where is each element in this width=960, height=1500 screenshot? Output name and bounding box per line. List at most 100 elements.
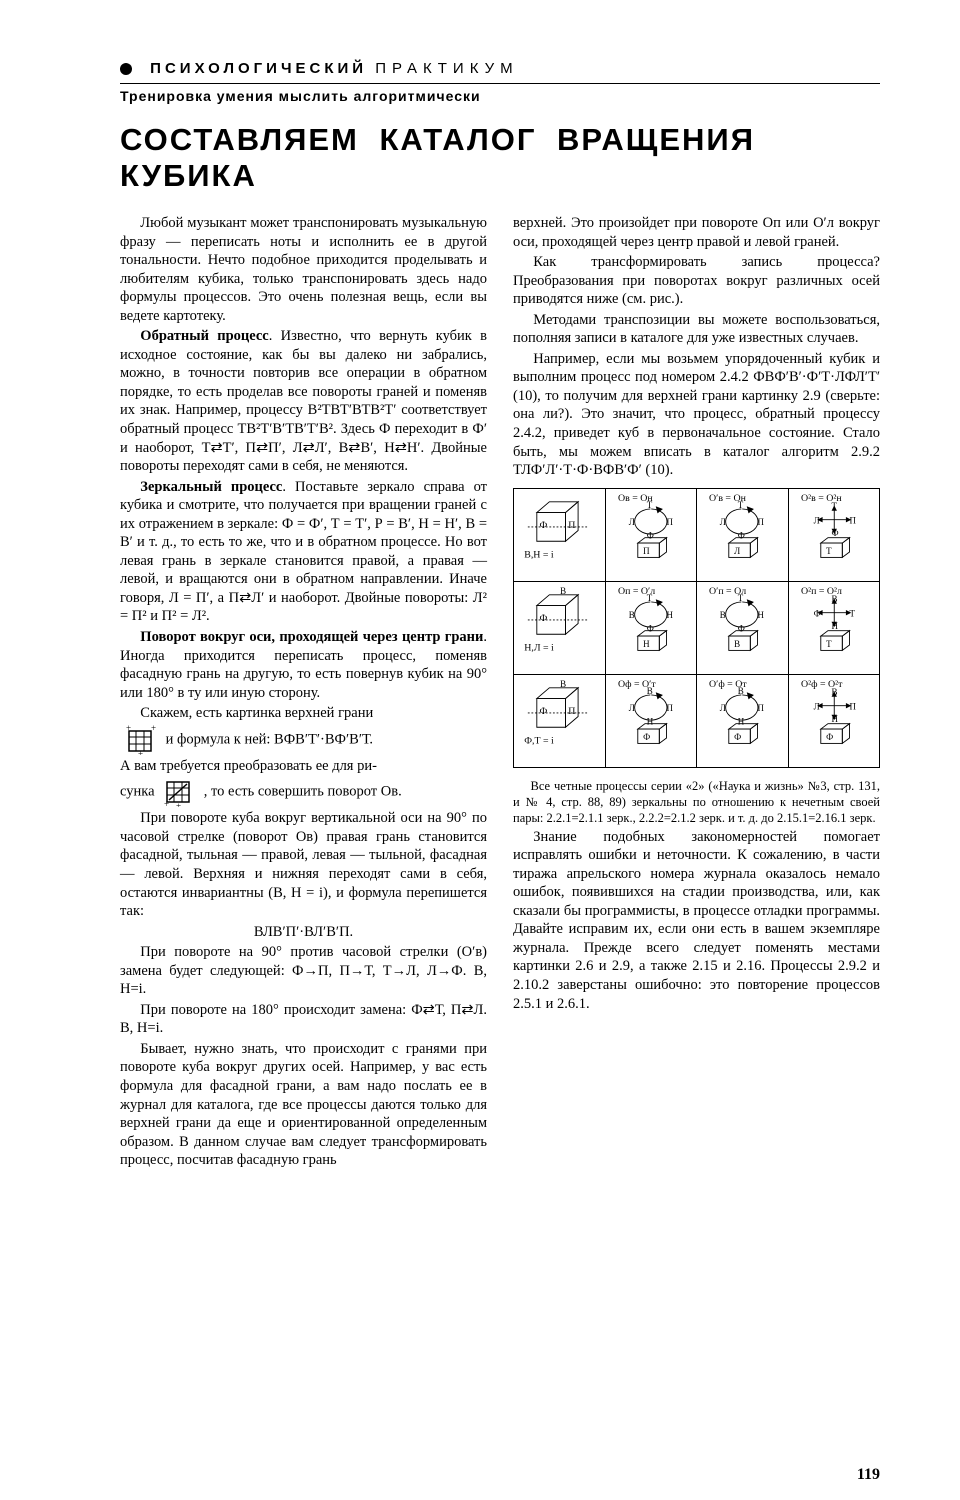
svg-text:П: П: [666, 703, 673, 713]
para: Бывает, нужно знать, что происходит с гр…: [120, 1040, 487, 1170]
svg-text:Ф: Ф: [738, 530, 745, 540]
page-number: 119: [857, 1466, 880, 1484]
svg-text:+: +: [126, 725, 131, 733]
para: Любой музыкант может транспонировать муз…: [120, 214, 487, 325]
kicker-bold: ПСИХОЛОГИЧЕСКИЙ: [150, 60, 367, 77]
rotation-cell-cycle: Оф = О′т В Л П Н Ф: [605, 674, 697, 767]
rotation-cell-cycle: О′в = Он Т Л П Ф Л: [697, 488, 789, 581]
rotation-cell-cross: О²в = О²н Т Л П Ф Т: [788, 488, 880, 581]
svg-text:Н: Н: [643, 638, 650, 648]
svg-text:Л: Л: [734, 545, 740, 555]
rotation-cell-cube: В Ф Н,Л = і: [514, 581, 606, 674]
para: верхней. Это произойдет при повороте Оп …: [513, 214, 880, 251]
page: ПСИХОЛОГИЧЕСКИЙ ПРАКТИКУМ Тренировка уме…: [0, 0, 960, 1500]
subheader: Тренировка умения мыслить алгоритмически: [120, 88, 880, 104]
cube-top-icon: +++: [124, 725, 158, 755]
svg-text:П: П: [758, 703, 765, 713]
svg-text:П: П: [643, 545, 650, 555]
rotation-cell-cycle: Оп = О′л Т В Н Ф Н: [605, 581, 697, 674]
para: Все четные процессы серии «2» («Наука и …: [513, 778, 880, 826]
bullet-icon: [120, 63, 132, 75]
kicker-light: ПРАКТИКУМ: [375, 60, 518, 77]
svg-text:П: П: [758, 517, 765, 527]
svg-text:Т: Т: [826, 545, 832, 555]
rotation-cell-cube: В Ф П Ф,Т = і: [514, 674, 606, 767]
svg-text:Л: Л: [720, 703, 726, 713]
svg-text:Ф: Ф: [646, 530, 653, 540]
svg-text:Н: Н: [666, 610, 673, 620]
para: При повороте на 180° происходит замена: …: [120, 1001, 487, 1038]
rotation-cell-cycle: Ов = Он Т Л П Ф П: [605, 488, 697, 581]
para: Поворот вокруг оси, проходящей через цен…: [120, 628, 487, 702]
para-inline-figure: +++ и формула к ней: ВФВ′Т′·ВФ′В′Т.: [120, 725, 487, 755]
svg-text:Ф: Ф: [643, 731, 650, 741]
para: А вам требуется преобразовать ее для ри-: [120, 757, 487, 776]
svg-text:В: В: [738, 686, 744, 696]
svg-text:Т: Т: [646, 593, 652, 603]
svg-text:В: В: [560, 679, 566, 689]
para: При повороте на 90° против часовой стрел…: [120, 943, 487, 999]
section-header: ПСИХОЛОГИЧЕСКИЙ ПРАКТИКУМ: [120, 60, 880, 77]
para: Например, если мы возьмем упорядоченный …: [513, 350, 880, 480]
divider: [120, 83, 880, 84]
rotation-cell-cross: О²п = О²л В Ф Т Н Т: [788, 581, 880, 674]
run: и формула к ней: ВФВ′Т′·ВФ′В′Т.: [166, 731, 373, 747]
svg-text:П: П: [568, 705, 575, 716]
svg-text:Ф: Ф: [826, 731, 833, 741]
svg-text:Ф: Ф: [646, 623, 653, 633]
svg-text:Л: Л: [628, 517, 634, 527]
svg-text:Т: Т: [826, 638, 832, 648]
svg-text:Ф: Ф: [738, 623, 745, 633]
svg-text:+: +: [151, 725, 156, 733]
svg-text:+: +: [176, 801, 181, 807]
svg-text:П: П: [849, 515, 856, 525]
svg-text:Т: Т: [849, 608, 855, 618]
svg-text:Н: Н: [646, 716, 653, 726]
svg-text:Н,Л = і: Н,Л = і: [524, 642, 554, 653]
svg-text:В: В: [560, 586, 566, 596]
svg-text:+: +: [164, 799, 169, 807]
run: . Поставьте зеркало справа от кубика и с…: [120, 479, 487, 625]
svg-text:Т: Т: [738, 593, 744, 603]
svg-text:Ф: Ф: [540, 519, 548, 530]
svg-text:Т: Т: [646, 500, 652, 510]
svg-text:Ф: Ф: [540, 612, 548, 623]
svg-text:В: В: [720, 610, 726, 620]
svg-text:Л: Л: [628, 703, 634, 713]
rotation-table: Ф П В,Н = і Ов = Он Т Л П Ф П О′в = Он Т…: [513, 488, 880, 768]
run-bold: Зеркальный процесс: [140, 479, 282, 495]
rotation-cell-cube: Ф П В,Н = і: [514, 488, 606, 581]
para: Скажем, есть картинка верхней грани: [120, 704, 487, 723]
para: Зеркальный процесс. Поставьте зеркало сп…: [120, 478, 487, 626]
svg-text:Ф,Т = і: Ф,Т = і: [524, 735, 554, 746]
para-inline-figure: сунка ++ , то есть совершить поворот Ов.: [120, 777, 487, 807]
rotation-cell-cycle: О′ф = От В Л П Н Ф: [697, 674, 789, 767]
svg-text:П: П: [849, 701, 856, 711]
para: Знание подобных закономерностей помогает…: [513, 828, 880, 1013]
cube-top-icon: ++: [162, 777, 196, 807]
para: Обратный процесс. Известно, что вернуть …: [120, 327, 487, 475]
formula: ВЛВ′П′·ВЛ′В′П.: [120, 923, 487, 942]
svg-text:Ф: Ф: [540, 705, 548, 716]
run: . Известно, что вернуть кубик в исходное…: [120, 328, 487, 474]
svg-text:Ф: Ф: [734, 731, 741, 741]
svg-text:П: П: [666, 517, 673, 527]
rotation-cell-cross: О²ф = О²т В Л П Н Ф: [788, 674, 880, 767]
columns: Любой музыкант может транспонировать муз…: [120, 214, 880, 1172]
article-title: СОСТАВЛЯЕМ КАТАЛОГ ВРАЩЕНИЯ КУБИКА: [120, 122, 880, 194]
run-bold: Поворот вокруг оси, проходящей через цен…: [140, 629, 483, 645]
svg-text:В,Н = і: В,Н = і: [524, 549, 554, 560]
para: Как трансформировать запись процесса? Пр…: [513, 253, 880, 309]
para: Методами транспозиции вы можете воспольз…: [513, 311, 880, 348]
svg-text:Н: Н: [758, 610, 765, 620]
svg-text:В: В: [628, 610, 634, 620]
run: , то есть совершить поворот Ов.: [204, 784, 402, 800]
rotation-cell-cycle: О′п = Ол Т В Н Ф В: [697, 581, 789, 674]
column-right: верхней. Это произойдет при повороте Оп …: [513, 214, 880, 1172]
svg-text:П: П: [568, 519, 575, 530]
svg-text:Н: Н: [738, 716, 745, 726]
svg-text:Т: Т: [738, 500, 744, 510]
svg-text:В: В: [646, 686, 652, 696]
run: сунка: [120, 784, 158, 800]
svg-text:Л: Л: [720, 517, 726, 527]
